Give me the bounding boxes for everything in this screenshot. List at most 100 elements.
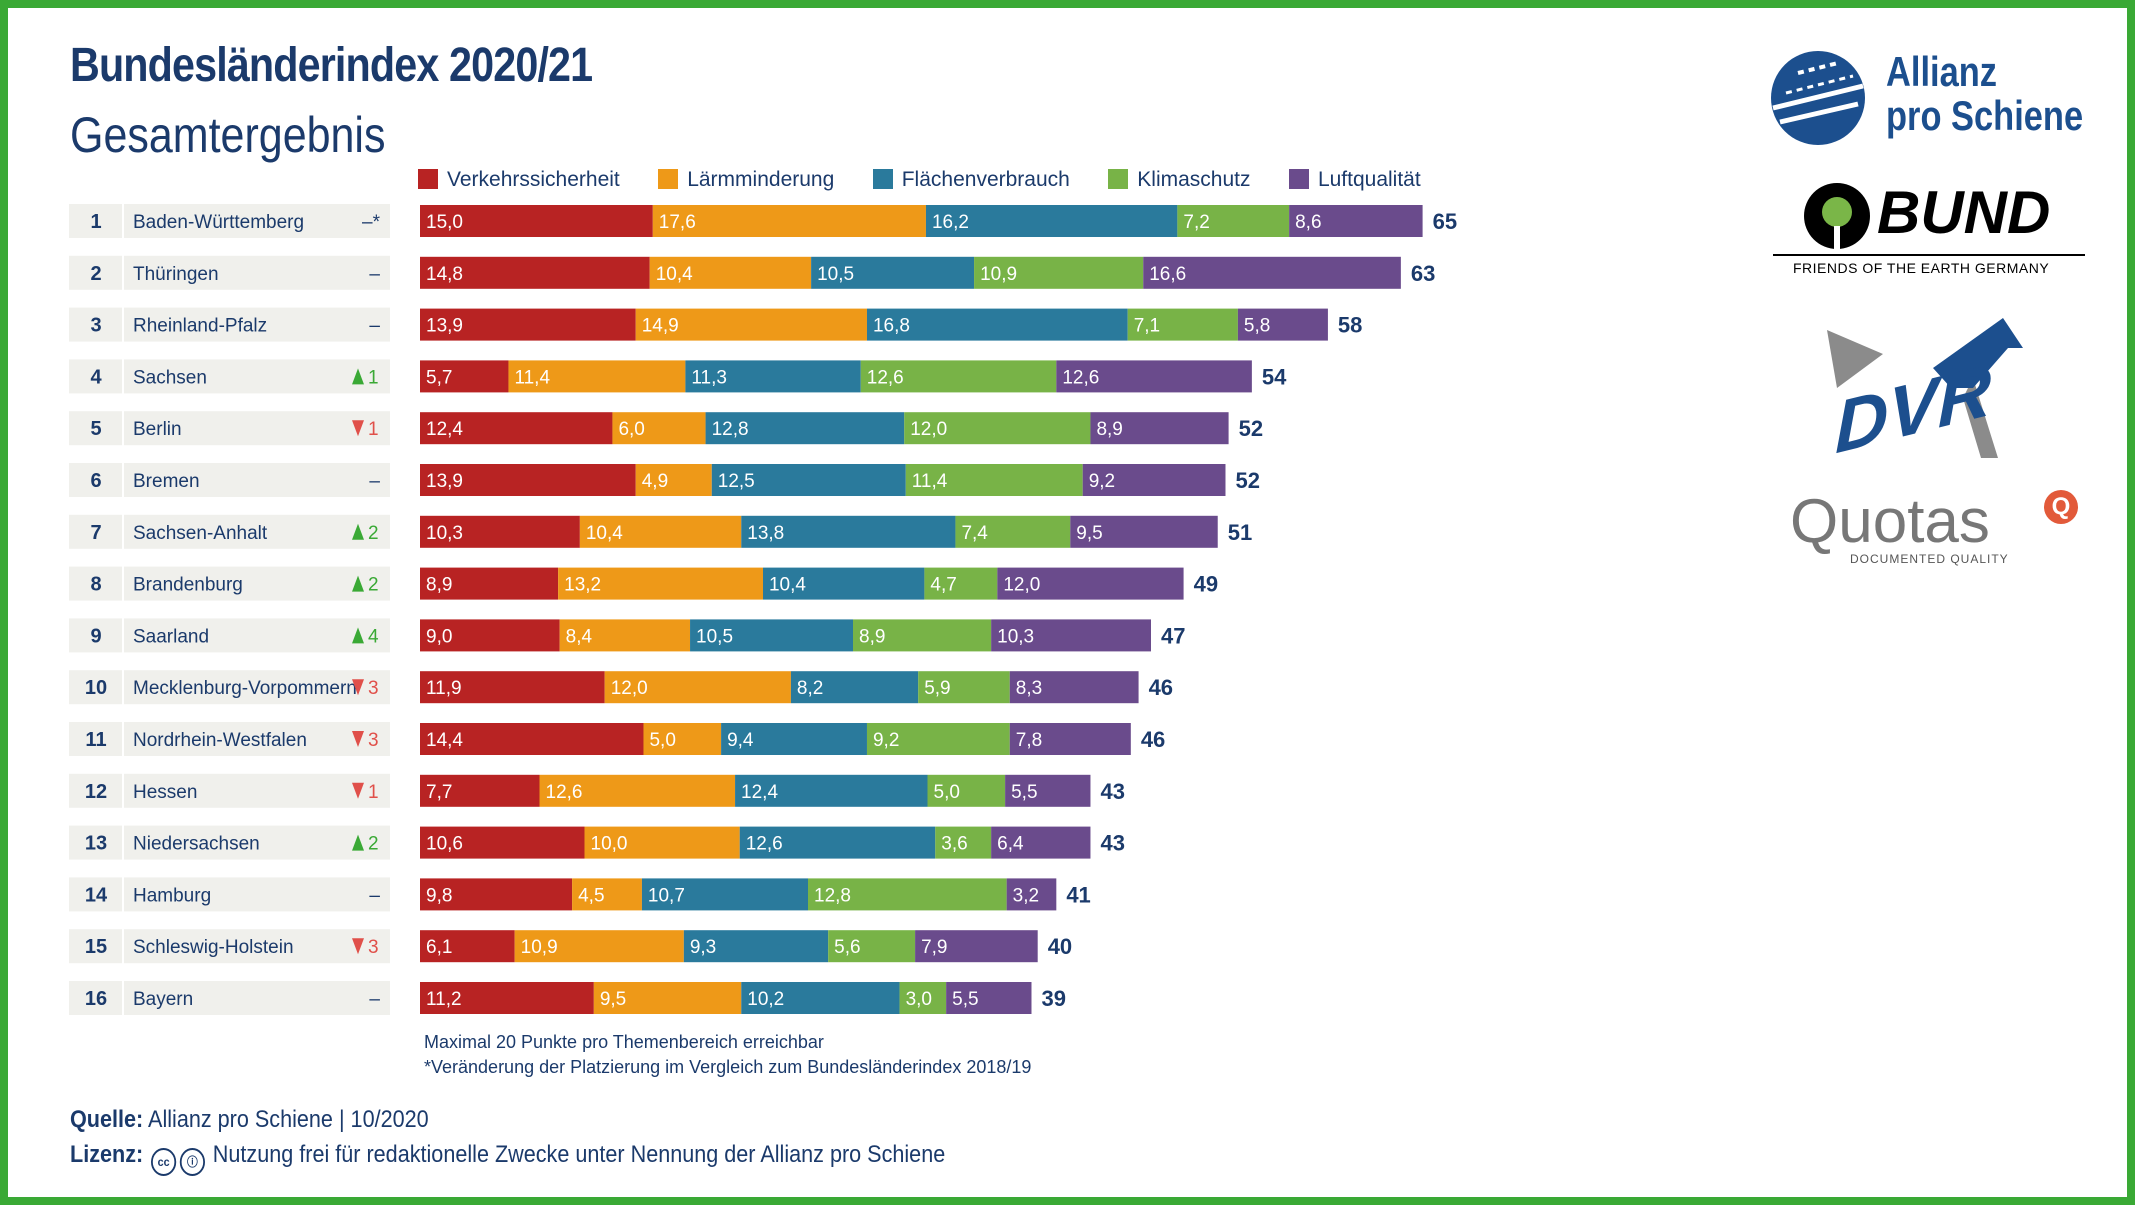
rank-cell bbox=[69, 359, 122, 394]
state-cell bbox=[124, 204, 390, 238]
arrow-up-icon bbox=[352, 627, 364, 644]
change-label: 1 bbox=[368, 419, 379, 440]
segment-value-label: 5,9 bbox=[924, 678, 950, 699]
change-label: 2 bbox=[368, 523, 379, 544]
segment-value-label: 8,3 bbox=[1016, 678, 1042, 699]
change-label: – bbox=[369, 885, 380, 906]
change-label: 2 bbox=[368, 834, 379, 855]
bund-logo: BUND FRIENDS OF THE EARTH GERMANY bbox=[1773, 178, 2088, 278]
total-label: 43 bbox=[1100, 779, 1124, 804]
legend-item-laermminderung: Lärmminderung bbox=[658, 168, 834, 192]
chart-row-1: 1 Baden-Württemberg –* 15,0 17,6 16,2 7,2 8,6 65 bbox=[69, 204, 1457, 238]
quotas-logo-name: Quotas bbox=[1790, 487, 1990, 556]
legend-item-flaechenverbrauch: Flächenverbrauch bbox=[872, 168, 1070, 192]
bar-segment-verkehrssicherheit bbox=[420, 308, 636, 341]
state-cell bbox=[124, 255, 390, 290]
state-label: Mecklenburg-Vorpommern bbox=[133, 678, 357, 699]
change-label: 3 bbox=[368, 937, 379, 958]
chart-row-14: 14 Hamburg – 9,8 4,5 10,7 12,8 3,2 41 bbox=[69, 877, 1091, 912]
state-label: Berlin bbox=[133, 419, 182, 440]
segment-value-label: 8,2 bbox=[797, 678, 823, 699]
legend-label: Klimaschutz bbox=[1137, 168, 1251, 191]
arrow-up-icon bbox=[352, 834, 364, 851]
segment-value-label: 4,9 bbox=[642, 471, 668, 492]
bar-segment-luftqualitaet bbox=[1006, 878, 1057, 911]
segment-value-label: 3,6 bbox=[941, 834, 967, 855]
chart-row-4: 4 Sachsen 1 5,7 11,4 11,3 12,6 12,6 54 bbox=[69, 359, 1287, 394]
segment-value-label: 13,9 bbox=[426, 471, 463, 492]
bar-segment-klimaschutz bbox=[935, 826, 992, 859]
state-label: Baden-Württemberg bbox=[133, 212, 304, 233]
arrow-up-icon bbox=[352, 368, 364, 385]
rank-label: 15 bbox=[85, 936, 107, 958]
license-text: Nutzung frei für redaktionelle Zwecke un… bbox=[212, 1141, 946, 1168]
bar-segment-luftqualitaet bbox=[1070, 515, 1218, 548]
bund-logo-rule bbox=[1773, 254, 2085, 256]
rank-cell bbox=[69, 722, 122, 756]
bar-segment-laermminderung bbox=[558, 567, 763, 600]
quotas-logo-tagline: DOCUMENTED QUALITY bbox=[1850, 552, 2009, 566]
segment-value-label: 12,8 bbox=[814, 885, 851, 906]
state-label: Sachsen-Anhalt bbox=[133, 523, 268, 544]
segment-value-label: 12,6 bbox=[867, 367, 904, 388]
bar-segment-luftqualitaet bbox=[1009, 723, 1131, 755]
total-label: 40 bbox=[1048, 934, 1072, 959]
rank-cell bbox=[69, 773, 122, 808]
segment-value-label: 12,0 bbox=[910, 419, 947, 440]
bar-segment-verkehrssicherheit bbox=[420, 878, 573, 911]
rank-label: 5 bbox=[90, 418, 101, 440]
chart-row-6: 6 Bremen – 13,9 4,9 12,5 11,4 9,2 52 bbox=[69, 463, 1260, 497]
change-label: 1 bbox=[368, 782, 379, 803]
legend-item-verkehrssicherheit: Verkehrssicherheit bbox=[418, 168, 620, 192]
rank-label: 9 bbox=[90, 625, 101, 647]
segment-value-label: 11,4 bbox=[912, 471, 948, 492]
bar-segment-verkehrssicherheit bbox=[420, 464, 636, 496]
segment-value-label: 13,9 bbox=[426, 316, 463, 337]
bar-segment-flaechenverbrauch bbox=[683, 930, 829, 963]
state-label: Thüringen bbox=[133, 264, 219, 285]
bar-segment-luftqualitaet bbox=[991, 826, 1091, 859]
state-cell bbox=[124, 307, 390, 342]
rank-label: 14 bbox=[85, 884, 108, 906]
rank-cell bbox=[69, 255, 122, 290]
arrow-up-icon bbox=[352, 575, 364, 592]
bar-segment-luftqualitaet bbox=[946, 982, 1032, 1014]
segment-value-label: 15,0 bbox=[426, 212, 463, 233]
footer-source: Quelle: Allianz pro Schiene | 10/2020 bbox=[70, 1106, 429, 1134]
bar-segment-flaechenverbrauch bbox=[739, 826, 936, 859]
chart-legend: Verkehrssicherheit Lärmminderung Flächen… bbox=[418, 168, 1455, 198]
segment-value-label: 8,6 bbox=[1295, 212, 1321, 233]
bar-segment-verkehrssicherheit bbox=[420, 774, 540, 807]
bar-segment-laermminderung bbox=[643, 723, 722, 755]
change-label: 3 bbox=[368, 678, 379, 699]
bar-segment-klimaschutz bbox=[808, 878, 1007, 911]
bar-segment-flaechenverbrauch bbox=[741, 515, 956, 548]
total-label: 52 bbox=[1239, 416, 1263, 441]
bar-segment-verkehrssicherheit bbox=[420, 982, 594, 1014]
bar-segment-klimaschutz bbox=[918, 671, 1010, 704]
legend-label: Verkehrssicherheit bbox=[447, 168, 620, 191]
cc-icon: cc bbox=[151, 1148, 177, 1176]
segment-value-label: 5,6 bbox=[834, 937, 860, 958]
segment-value-label: 12,4 bbox=[426, 419, 463, 440]
segment-value-label: 10,9 bbox=[521, 937, 558, 958]
segment-value-label: 7,9 bbox=[921, 937, 947, 958]
rank-cell bbox=[69, 618, 122, 653]
rank-label: 10 bbox=[85, 677, 107, 699]
segment-value-label: 6,0 bbox=[618, 419, 644, 440]
rank-label: 11 bbox=[85, 729, 106, 751]
bar-segment-klimaschutz bbox=[905, 464, 1083, 496]
arrow-down-icon bbox=[352, 420, 364, 437]
rank-cell bbox=[69, 307, 122, 342]
bar-segment-verkehrssicherheit bbox=[420, 619, 560, 652]
bar-segment-klimaschutz bbox=[955, 515, 1071, 548]
stacked-bar-chart: 1 Baden-Württemberg –* 15,0 17,6 16,2 7,2 8,6 65… bbox=[69, 204, 1457, 1015]
state-cell bbox=[124, 411, 390, 446]
rank-label: 8 bbox=[90, 574, 101, 596]
bar-segment-flaechenverbrauch bbox=[705, 412, 905, 445]
quotas-q-icon: Q bbox=[2044, 490, 2078, 524]
segment-value-label: 10,6 bbox=[426, 834, 463, 855]
segment-value-label: 5,0 bbox=[649, 730, 675, 751]
segment-value-label: 16,8 bbox=[873, 316, 910, 337]
total-label: 52 bbox=[1235, 468, 1259, 493]
